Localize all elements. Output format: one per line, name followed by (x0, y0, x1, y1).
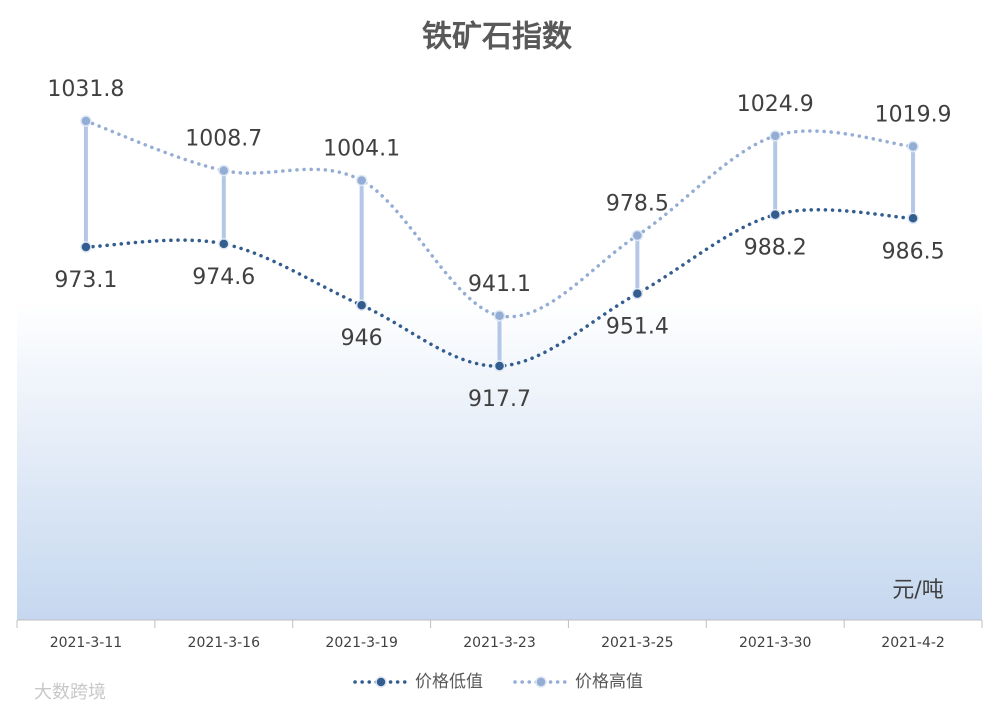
unit-label: 元/吨 (892, 578, 943, 603)
x-tick-label: 2021-3-30 (739, 635, 811, 651)
data-label: 1004.1 (323, 136, 400, 161)
data-label: 986.5 (882, 239, 945, 264)
data-label: 974.6 (192, 265, 255, 290)
legend-marker (535, 676, 547, 688)
chart-title: 铁矿石指数 (422, 20, 573, 55)
data-label: 978.5 (606, 191, 669, 216)
marker (493, 360, 506, 372)
data-label: 941.1 (468, 272, 531, 297)
marker (355, 299, 368, 311)
data-label: 917.7 (468, 387, 531, 412)
data-label: 988.2 (744, 236, 807, 261)
x-tick-label: 2021-3-23 (463, 635, 535, 651)
legend-label: 价格高值 (575, 672, 643, 692)
data-label: 1031.8 (47, 77, 124, 102)
marker (218, 238, 230, 250)
marker (493, 310, 506, 322)
marker (80, 115, 92, 127)
data-label: 1024.9 (737, 92, 814, 117)
marker (769, 208, 781, 221)
data-label: 973.1 (54, 268, 117, 293)
data-label: 1019.9 (875, 103, 952, 128)
x-tick-label: 2021-4-2 (881, 635, 945, 651)
data-label: 1008.7 (185, 127, 262, 152)
marker (907, 212, 919, 225)
marker (631, 287, 644, 300)
watermark: 大数跨境 (34, 682, 106, 703)
data-label: 951.4 (606, 315, 669, 340)
marker (769, 130, 781, 142)
data-label: 946 (341, 326, 383, 351)
marker (80, 241, 92, 253)
marker (631, 229, 644, 242)
marker (218, 164, 230, 177)
marker (907, 140, 919, 153)
marker (355, 174, 368, 187)
x-tick-label: 2021-3-19 (325, 635, 397, 651)
legend-marker (375, 676, 387, 688)
x-tick-label: 2021-3-11 (50, 635, 122, 651)
x-tick-label: 2021-3-16 (188, 635, 261, 651)
legend-label: 价格低值 (415, 672, 483, 692)
x-tick-label: 2021-3-25 (601, 635, 673, 651)
